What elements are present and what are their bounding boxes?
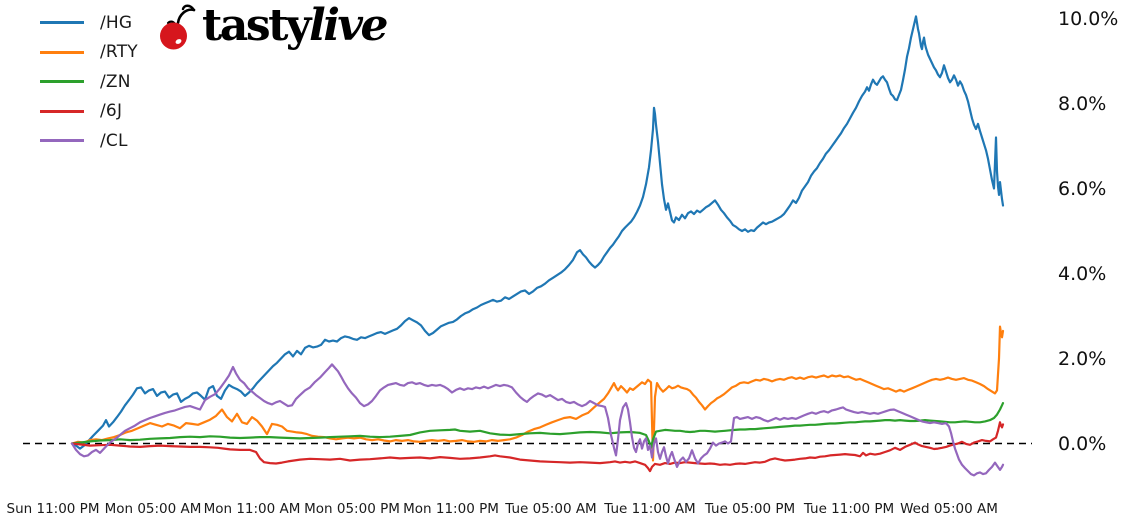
legend-label: /HG bbox=[100, 12, 133, 33]
x-tick-label: Sun 11:00 PM bbox=[6, 501, 100, 517]
legend-label: /6J bbox=[100, 101, 123, 122]
series-line-zn bbox=[70, 402, 1005, 449]
y-tick-label: 4.0% bbox=[1058, 262, 1107, 285]
y-tick-label: 6.0% bbox=[1058, 177, 1107, 200]
x-tick-label: Tue 11:00 PM bbox=[803, 501, 895, 517]
series-line-rty bbox=[70, 325, 1005, 462]
legend-line-swatch bbox=[40, 109, 84, 113]
x-tick-label: Tue 11:00 AM bbox=[604, 501, 696, 517]
legend-line-swatch bbox=[40, 80, 84, 84]
logo-text-tasty: tasty bbox=[202, 0, 312, 51]
legend-item-zn: /ZN bbox=[40, 67, 138, 97]
x-tick-label: Wed 05:00 AM bbox=[900, 501, 998, 517]
legend-line-swatch bbox=[40, 21, 84, 25]
x-tick-label: Mon 05:00 AM bbox=[104, 501, 202, 517]
legend-item-cl: /CL bbox=[40, 126, 138, 156]
legend-label: /ZN bbox=[100, 71, 131, 92]
series-line-6j bbox=[70, 421, 1005, 473]
legend-label: /CL bbox=[100, 130, 128, 151]
series-line-cl bbox=[70, 363, 1005, 477]
cherry-icon bbox=[160, 4, 196, 50]
legend-item-hg: /HG bbox=[40, 8, 138, 38]
legend-item-6j: /6J bbox=[40, 97, 138, 127]
series-line-hg bbox=[70, 15, 1005, 450]
x-tick-label: Mon 11:00 PM bbox=[403, 501, 499, 517]
legend-label: /RTY bbox=[100, 42, 138, 63]
logo-wordmark: tastylive bbox=[202, 0, 389, 51]
x-tick-label: Mon 05:00 PM bbox=[304, 501, 400, 517]
logo-text-live: live bbox=[309, 0, 389, 51]
y-tick-label: 10.0% bbox=[1058, 7, 1119, 30]
x-tick-label: Tue 05:00 AM bbox=[505, 501, 597, 517]
legend-item-rty: /RTY bbox=[40, 38, 138, 68]
x-tick-label: Tue 05:00 PM bbox=[704, 501, 796, 517]
x-tick-label: Mon 11:00 AM bbox=[203, 501, 301, 517]
tastylive-logo: tastylive bbox=[158, 0, 389, 53]
y-tick-label: 2.0% bbox=[1058, 347, 1107, 370]
y-tick-label: 8.0% bbox=[1058, 92, 1107, 115]
y-tick-label: 0.0% bbox=[1058, 432, 1107, 455]
chart-legend: /HG/RTY/ZN/6J/CL bbox=[40, 8, 138, 156]
legend-line-swatch bbox=[40, 139, 84, 143]
legend-line-swatch bbox=[40, 50, 84, 54]
